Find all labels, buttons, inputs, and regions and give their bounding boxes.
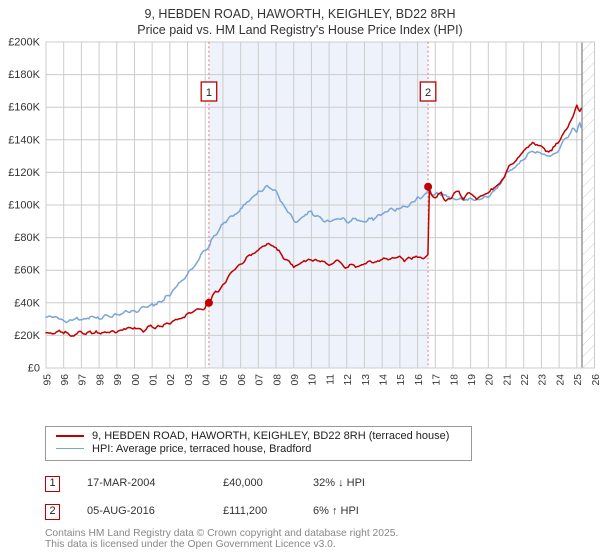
svg-text:£180K: £180K [8,69,40,81]
svg-text:09: 09 [290,374,301,386]
svg-text:11: 11 [325,374,336,385]
svg-text:2: 2 [425,87,431,99]
svg-text:01: 01 [149,374,160,386]
svg-text:06: 06 [237,374,248,386]
svg-text:07: 07 [255,374,266,386]
svg-text:19: 19 [467,374,478,386]
svg-text:98: 98 [95,374,106,386]
svg-text:99: 99 [113,374,124,386]
svg-text:97: 97 [78,374,89,386]
svg-text:96: 96 [60,374,71,386]
svg-text:1: 1 [206,87,212,99]
svg-text:03: 03 [184,374,195,386]
svg-text:04: 04 [202,374,213,386]
svg-text:17: 17 [432,374,443,386]
svg-text:00: 00 [131,374,142,386]
svg-text:£80K: £80K [14,232,40,244]
svg-text:23: 23 [538,374,549,386]
svg-text:08: 08 [272,374,283,386]
svg-text:25: 25 [573,374,584,386]
svg-text:05: 05 [219,374,230,386]
svg-text:20: 20 [485,374,496,386]
svg-text:£200K: £200K [8,37,40,49]
svg-text:16: 16 [414,374,425,386]
svg-text:21: 21 [502,374,513,386]
svg-text:02: 02 [166,374,177,386]
svg-text:15: 15 [396,374,407,386]
svg-text:£20K: £20K [14,330,40,342]
svg-text:£0: £0 [28,363,40,375]
svg-text:£60K: £60K [14,265,40,277]
svg-text:£120K: £120K [8,167,40,179]
svg-text:22: 22 [520,374,531,386]
svg-text:£140K: £140K [8,134,40,146]
svg-text:18: 18 [449,374,460,386]
svg-text:£100K: £100K [8,200,40,212]
svg-text:10: 10 [308,374,319,386]
svg-text:13: 13 [361,374,372,386]
svg-text:12: 12 [343,374,354,386]
svg-text:95: 95 [42,374,53,386]
svg-text:£40K: £40K [14,297,40,309]
svg-text:14: 14 [379,374,390,386]
svg-text:26: 26 [591,374,600,386]
svg-text:£160K: £160K [8,102,40,114]
svg-text:24: 24 [555,374,566,386]
